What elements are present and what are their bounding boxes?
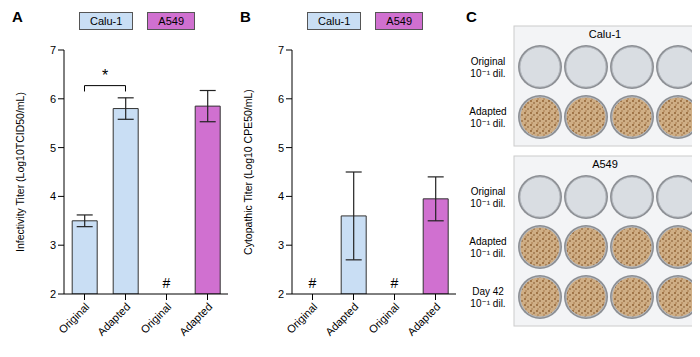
svg-text:Calu-1: Calu-1	[589, 28, 621, 40]
svg-text:Original: Original	[366, 300, 401, 335]
svg-text:Infectivity Titer (Log10TCID50: Infectivity Titer (Log10TCID50/mL)	[14, 92, 26, 252]
svg-text:3: 3	[278, 239, 284, 251]
html-text:C: C	[466, 8, 477, 25]
svg-text:A549: A549	[592, 158, 618, 170]
svg-text:2: 2	[278, 288, 284, 300]
svg-text:Original10⁻¹ dil.: Original10⁻¹ dil.	[470, 186, 505, 209]
html-text:A549: A549	[386, 15, 412, 27]
svg-text:7: 7	[50, 44, 56, 56]
svg-text:Adapted: Adapted	[95, 300, 132, 337]
svg-text:2: 2	[50, 288, 56, 300]
svg-text:4: 4	[278, 190, 284, 202]
svg-text:#: #	[163, 275, 171, 291]
html-text:Calu-1: Calu-1	[89, 15, 123, 27]
svg-text:7: 7	[278, 44, 284, 56]
svg-text:Original: Original	[56, 300, 91, 335]
svg-text:4: 4	[50, 190, 56, 202]
svg-text:6: 6	[278, 93, 284, 105]
svg-text:Original: Original	[138, 300, 173, 335]
html-text:A: A	[12, 8, 23, 25]
svg-text:*: *	[102, 67, 108, 84]
svg-text:#: #	[309, 275, 317, 291]
svg-text:3: 3	[50, 239, 56, 251]
svg-text:#: #	[391, 275, 399, 291]
svg-text:Adapted10⁻¹ dil.: Adapted10⁻¹ dil.	[469, 236, 506, 259]
svg-text:Cytopathic Titer (Log10 CPE50/: Cytopathic Titer (Log10 CPE50/mL)	[242, 89, 254, 255]
svg-text:Adapted10⁻¹ dil.: Adapted10⁻¹ dil.	[469, 106, 506, 129]
svg-text:Day 4210⁻¹ dil.: Day 4210⁻¹ dil.	[470, 286, 505, 309]
svg-text:6: 6	[50, 93, 56, 105]
svg-text:Adapted: Adapted	[405, 300, 442, 337]
svg-text:5: 5	[278, 142, 284, 154]
svg-text:Adapted: Adapted	[323, 300, 360, 337]
html-text:A549: A549	[158, 15, 184, 27]
svg-text:Adapted: Adapted	[177, 300, 214, 337]
svg-text:Original: Original	[284, 300, 319, 335]
html-text:B: B	[240, 8, 251, 25]
svg-text:Original10⁻¹ dil.: Original10⁻¹ dil.	[470, 56, 505, 79]
svg-text:5: 5	[50, 142, 56, 154]
html-text:Calu-1: Calu-1	[317, 15, 351, 27]
